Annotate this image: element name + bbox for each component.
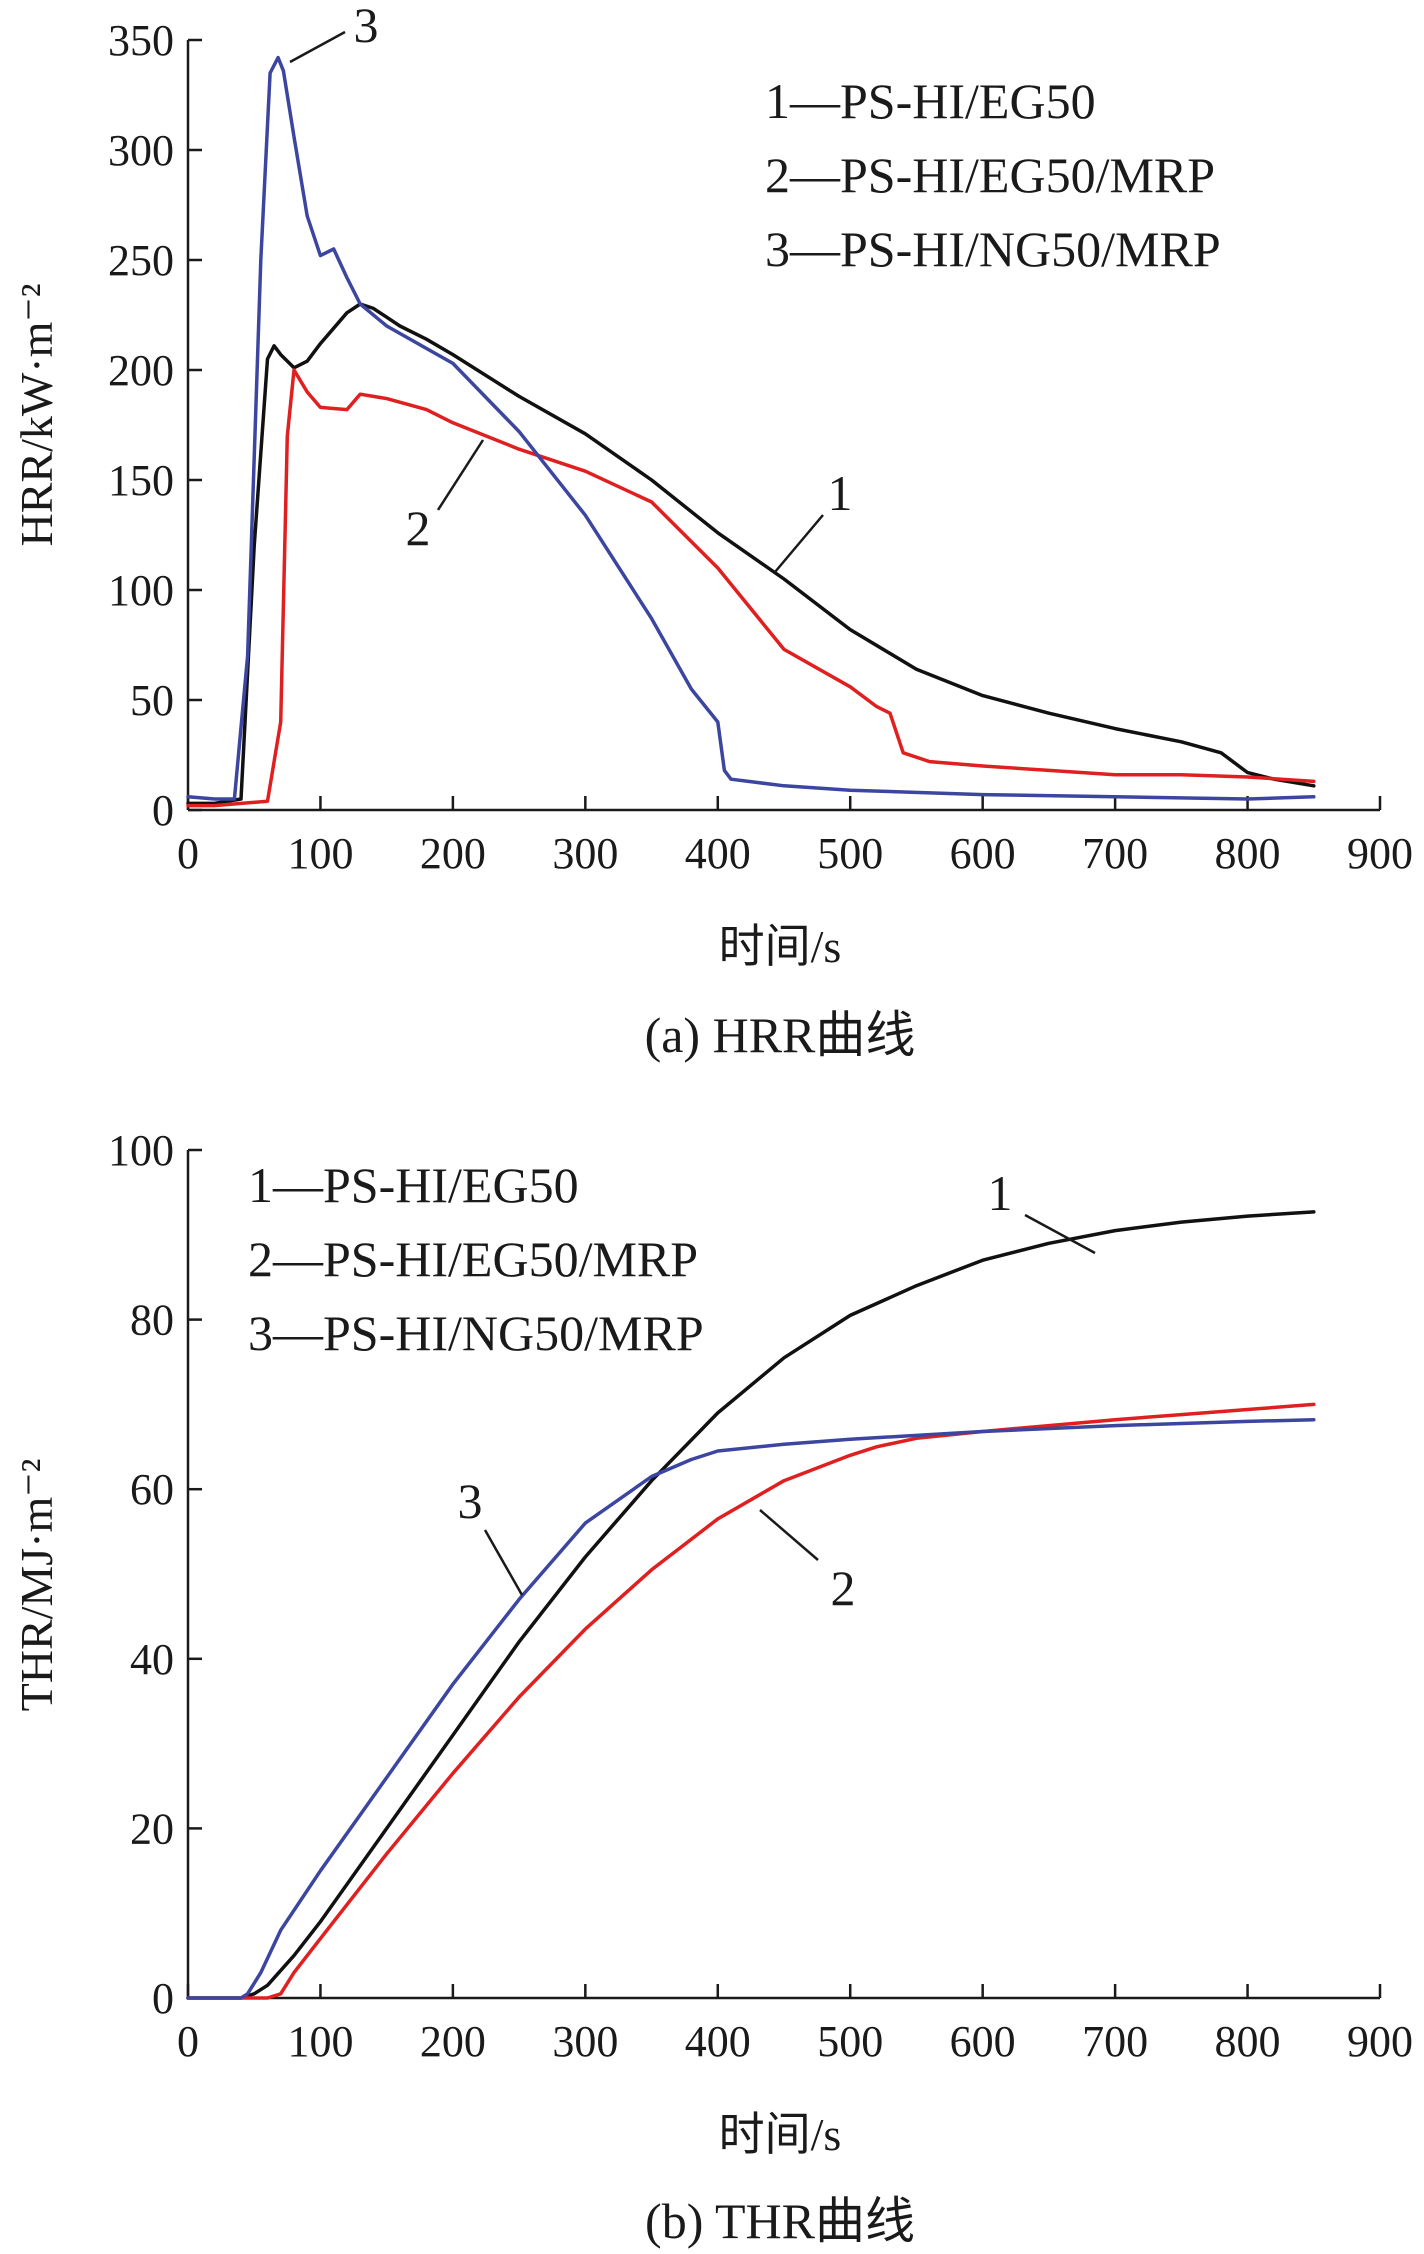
thr-x-tick-label: 200 xyxy=(420,2017,486,2066)
thr-x-tick-label: 600 xyxy=(950,2017,1016,2066)
thr-series-group xyxy=(186,1210,1316,2000)
hrr-y-tick-label: 0 xyxy=(152,786,174,835)
hrr-x-tick-label: 700 xyxy=(1082,829,1148,878)
hrr-y-tick-label: 200 xyxy=(108,346,174,395)
hrr-x-tick-label: 800 xyxy=(1215,829,1281,878)
thr-legend-entry-1: 1—PS-HI/EG50 xyxy=(248,1157,579,1213)
hrr-x-tick-label: 100 xyxy=(287,829,353,878)
thr-x-tick-label: 700 xyxy=(1082,2017,1148,2066)
hrr-x-tick-label: 300 xyxy=(552,829,618,878)
thr-series-2-line xyxy=(186,1402,1316,2000)
thr-panel: 0 100 200 300 400 500 600 700 800 900 0 20 40 60 80 100… xyxy=(11,1126,1413,2249)
thr-y-axis-title: THR/MJ·m⁻² xyxy=(11,1459,62,1712)
thr-y-tick-label: 20 xyxy=(130,1804,174,1853)
thr-x-axis-title: 时间/s xyxy=(719,2109,842,2160)
hrr-series-2-line xyxy=(186,368,1316,808)
thr-legend-entry-2: 2—PS-HI/EG50/MRP xyxy=(248,1231,698,1287)
thr-y-tick-label: 60 xyxy=(130,1465,174,1514)
hrr-legend-entry-3: 3—PS-HI/NG50/MRP xyxy=(765,221,1221,277)
thr-y-tick-label: 100 xyxy=(108,1126,174,1175)
thr-y-tick-label: 0 xyxy=(152,1974,174,2023)
hrr-axes: 0 100 200 300 400 500 600 700 800 900 0 50 100 150 200… xyxy=(108,16,1413,878)
hrr-y-tick-label: 250 xyxy=(108,236,174,285)
hrr-x-tick-label: 200 xyxy=(420,829,486,878)
hrr-y-tick-label: 50 xyxy=(130,676,174,725)
hrr-x-tick-label: 400 xyxy=(685,829,751,878)
thr-y-tick-label: 40 xyxy=(130,1635,174,1684)
thr-curve-2-leader xyxy=(759,1509,819,1561)
thr-series-3-line xyxy=(186,1417,1316,2000)
thr-series-1-line xyxy=(186,1210,1316,2000)
hrr-curve-2-leader xyxy=(436,439,485,511)
thr-curve-3-label: 3 xyxy=(458,1473,483,1529)
thr-legend: 1—PS-HI/EG50 2—PS-HI/EG50/MRP 3—PS-HI/NG… xyxy=(248,1157,704,1361)
thr-caption: (b) THR曲线 xyxy=(645,2193,915,2249)
thr-x-tick-label: 800 xyxy=(1215,2017,1281,2066)
hrr-series-1-line xyxy=(186,302,1316,806)
hrr-annotations: 1 2 3 xyxy=(289,0,853,573)
thr-curve-1-label: 1 xyxy=(988,1165,1013,1221)
hrr-y-tick-label: 100 xyxy=(108,566,174,615)
thr-y-tick-label: 80 xyxy=(130,1296,174,1345)
thr-legend-entry-3: 3—PS-HI/NG50/MRP xyxy=(248,1305,704,1361)
thr-x-tick-label: 400 xyxy=(685,2017,751,2066)
hrr-x-tick-label: 0 xyxy=(177,829,199,878)
thr-curve-1-leader xyxy=(1024,1213,1096,1255)
hrr-y-tick-label: 150 xyxy=(108,456,174,505)
thr-annotations: 1 2 3 xyxy=(458,1165,1096,1616)
hrr-series-3-line xyxy=(186,55,1316,801)
hrr-x-tick-label: 900 xyxy=(1347,829,1413,878)
hrr-curve-1-label: 1 xyxy=(828,465,853,521)
thr-x-tick-label: 500 xyxy=(817,2017,883,2066)
hrr-legend-entry-1: 1—PS-HI/EG50 xyxy=(765,73,1096,129)
hrr-panel: 0 100 200 300 400 500 600 700 800 900 0 50 100 150 200… xyxy=(11,0,1413,1063)
hrr-curve-3-label: 3 xyxy=(354,0,379,53)
hrr-y-tick-label: 350 xyxy=(108,16,174,65)
hrr-legend: 1—PS-HI/EG50 2—PS-HI/EG50/MRP 3—PS-HI/NG… xyxy=(765,73,1221,277)
hrr-caption: (a) HRR曲线 xyxy=(645,1007,916,1063)
thr-curve-2-label: 2 xyxy=(831,1560,856,1616)
hrr-series-group xyxy=(186,55,1316,808)
thr-curve-3-leader xyxy=(483,1529,524,1596)
hrr-x-tick-label: 600 xyxy=(950,829,1016,878)
hrr-x-tick-label: 500 xyxy=(817,829,883,878)
hrr-y-tick-label: 300 xyxy=(108,126,174,175)
hrr-x-axis-title: 时间/s xyxy=(719,921,842,972)
hrr-legend-entry-2: 2—PS-HI/EG50/MRP xyxy=(765,147,1215,203)
hrr-curve-1-leader xyxy=(774,514,824,573)
hrr-curve-3-leader xyxy=(289,30,346,64)
hrr-curve-2-label: 2 xyxy=(406,500,431,556)
thr-x-tick-label: 100 xyxy=(287,2017,353,2066)
thr-x-tick-label: 0 xyxy=(177,2017,199,2066)
hrr-y-axis-title: HRR/kW·m⁻² xyxy=(11,284,62,547)
thr-x-tick-label: 900 xyxy=(1347,2017,1413,2066)
thr-x-tick-label: 300 xyxy=(552,2017,618,2066)
thr-axes: 0 100 200 300 400 500 600 700 800 900 0 20 40 60 80 100 xyxy=(108,1126,1413,2066)
